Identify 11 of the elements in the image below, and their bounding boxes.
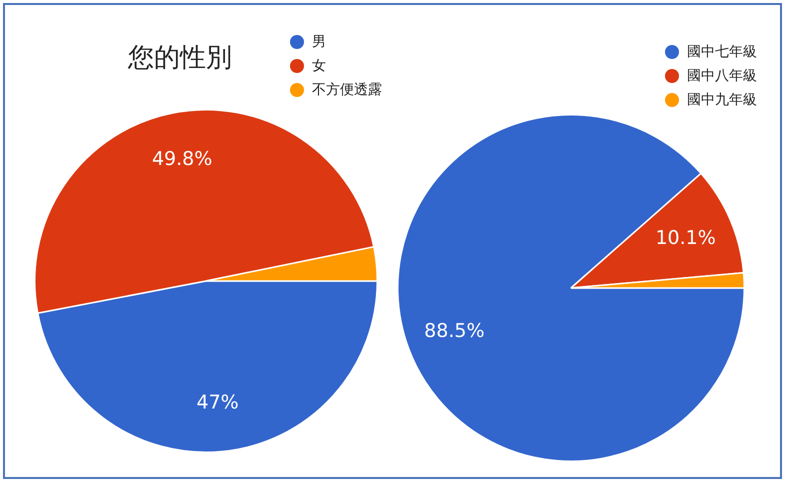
legend-label: 男 xyxy=(312,33,326,51)
data-label: 47% xyxy=(196,392,239,414)
chart-title: 您的性別 xyxy=(128,42,232,75)
legend-label: 不方便透露 xyxy=(312,81,382,99)
legend-label: 國中九年級 xyxy=(687,91,757,109)
legend-label: 國中八年級 xyxy=(687,67,757,85)
data-label: 88.5% xyxy=(424,320,484,342)
data-label: 10.1% xyxy=(655,226,716,249)
legend-label: 國中七年級 xyxy=(687,43,757,61)
legend-label: 女 xyxy=(312,57,326,75)
data-label: 49.8% xyxy=(152,148,212,170)
